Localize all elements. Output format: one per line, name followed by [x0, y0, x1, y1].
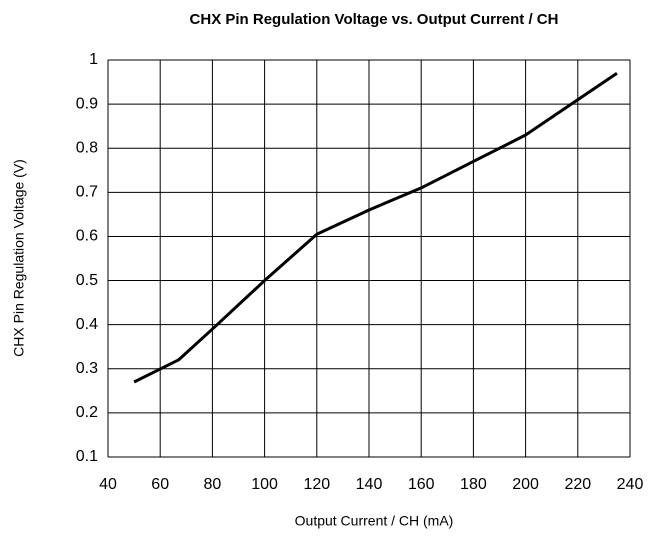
y-axis-label: CHX Pin Regulation Voltage (V): [11, 159, 27, 357]
y-tick-label: 0.5: [76, 272, 98, 289]
line-series: [133, 71, 618, 384]
y-tick-label: 1: [89, 51, 98, 68]
y-tick-label: 0.8: [76, 139, 98, 156]
y-tick-label: 0.6: [76, 228, 98, 245]
x-tick-label: 220: [564, 476, 591, 493]
x-tick-label: 60: [151, 476, 169, 493]
y-tick-label: 0.1: [76, 448, 98, 465]
y-tick-label: 0.3: [76, 360, 98, 377]
x-tick-label: 100: [251, 476, 278, 493]
x-tick-label: 80: [204, 476, 222, 493]
chart-title: CHX Pin Regulation Voltage vs. Output Cu…: [190, 11, 559, 28]
y-tick-label: 0.7: [76, 184, 98, 201]
y-tick-label: 0.9: [76, 95, 98, 112]
x-axis-label: Output Current / CH (mA): [295, 513, 454, 529]
y-tick-label: 0.2: [76, 404, 98, 421]
x-tick-label: 200: [512, 476, 539, 493]
x-tick-label: 160: [408, 476, 435, 493]
y-tick-label: 0.4: [76, 316, 98, 333]
x-tick-label: 40: [99, 476, 117, 493]
x-tick-label: 180: [460, 476, 487, 493]
x-tick-label: 140: [356, 476, 383, 493]
x-tick-label: 120: [303, 476, 330, 493]
x-tick-label: 240: [617, 476, 644, 493]
